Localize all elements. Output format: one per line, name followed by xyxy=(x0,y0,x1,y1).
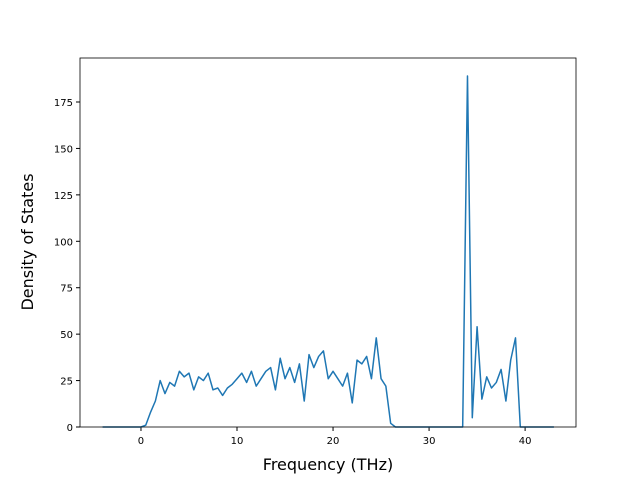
x-tick-label: 30 xyxy=(423,436,436,447)
y-tick-label: 125 xyxy=(54,191,73,202)
y-tick-label: 100 xyxy=(54,237,73,248)
y-tick-label: 150 xyxy=(54,144,73,155)
line xyxy=(102,75,554,428)
x-tick-label: 0 xyxy=(138,436,144,447)
y-tick-label: 75 xyxy=(60,284,73,295)
x-axis-label: Frequency (THz) xyxy=(263,455,393,474)
plot-frame xyxy=(79,57,577,428)
x-tick-label: 40 xyxy=(519,436,532,447)
x-tick-label: 20 xyxy=(327,436,340,447)
x-tick-label: 10 xyxy=(231,436,244,447)
y-tick-label: 50 xyxy=(60,330,73,341)
y-tick-label: 175 xyxy=(54,98,73,109)
y-axis-label: Density of States xyxy=(18,173,37,310)
y-tick-label: 0 xyxy=(67,423,73,434)
y-tick-label: 25 xyxy=(60,377,73,388)
